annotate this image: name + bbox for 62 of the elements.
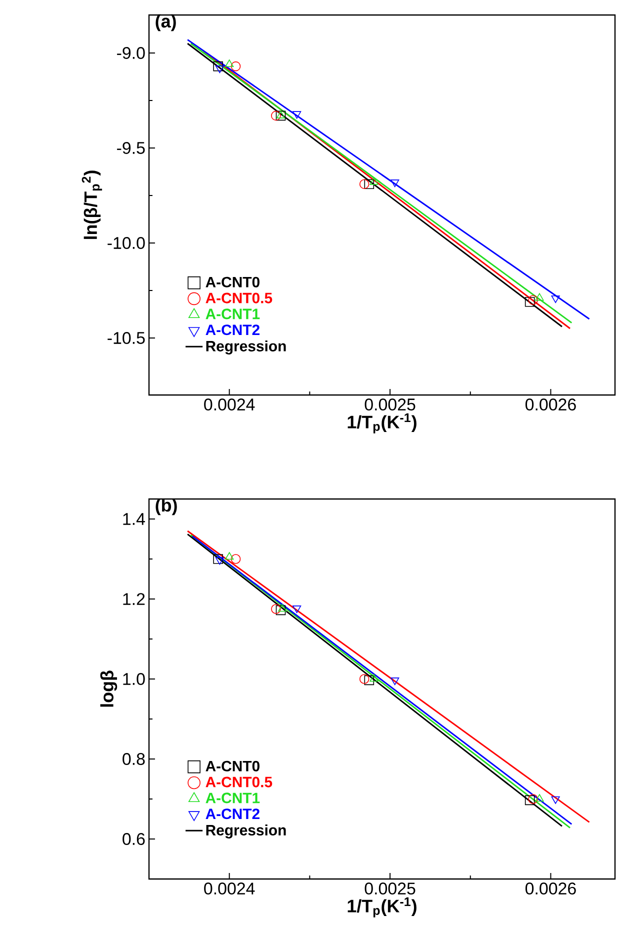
point — [225, 59, 234, 68]
x-tick-label: 0.0024 — [204, 882, 255, 895]
point — [528, 794, 538, 804]
y-tick-label: 1.2 — [123, 593, 145, 605]
x-tick-label: 0.0026 — [525, 398, 576, 411]
point — [213, 61, 223, 72]
point — [213, 554, 223, 564]
y-tick-label: 0.6 — [122, 833, 145, 845]
point — [364, 675, 374, 686]
point — [524, 296, 535, 307]
legend-label: A-CNT2 — [206, 808, 260, 820]
y-tick-label: 1.0 — [123, 673, 145, 686]
point — [528, 295, 538, 305]
point — [276, 110, 286, 121]
x-axis-title: 1/T$_{p}$(K$^{-1}$) — [348, 413, 416, 434]
point — [230, 61, 241, 72]
point — [215, 557, 224, 565]
point — [292, 606, 302, 614]
point — [551, 796, 560, 804]
point — [524, 795, 535, 806]
point — [271, 604, 281, 614]
point — [535, 293, 544, 301]
x-tick-label: 0.0025 — [364, 882, 416, 895]
legend-label: A-CNT0 — [206, 276, 260, 288]
point — [370, 674, 378, 682]
point — [390, 180, 400, 188]
point — [292, 111, 302, 119]
point — [225, 552, 234, 560]
point — [278, 604, 287, 612]
x-tick-label: 0.0025 — [364, 398, 416, 411]
chart-title: (a) — [156, 14, 176, 32]
x-tick-label: 0.0026 — [525, 882, 576, 895]
point — [276, 605, 286, 616]
y-axis-title: logβ — [100, 670, 118, 707]
x-tick-label: 0.0024 — [204, 398, 255, 411]
y-tick-label: -10.0 — [108, 236, 145, 249]
legend-label: A-CNT0.5 — [206, 292, 272, 304]
legend-label: Regression — [206, 340, 286, 354]
legend-label: A-CNT1 — [206, 792, 260, 804]
y-tick-label: 0.8 — [122, 753, 145, 766]
point — [535, 794, 544, 802]
legend-label: A-CNT2 — [206, 324, 260, 336]
point — [364, 179, 374, 189]
point — [271, 110, 281, 121]
legend-label: A-CNT1 — [206, 308, 260, 320]
y-tick-label: -9.0 — [117, 46, 145, 59]
point — [359, 674, 370, 684]
point — [276, 110, 286, 118]
point — [215, 66, 224, 74]
point — [359, 179, 370, 189]
y-tick-label: -10.5 — [108, 332, 145, 344]
point — [370, 177, 378, 185]
y-tick-label: -9.5 — [117, 142, 145, 154]
point — [551, 295, 560, 303]
point — [390, 678, 400, 686]
point — [230, 554, 241, 564]
y-axis-title: ln(β/T$_{p}$$^{2}$) — [82, 170, 102, 239]
x-axis-title: 1/T$_{p}$(K$^{-1}$) — [348, 897, 416, 918]
legend-label: A-CNT0 — [206, 760, 260, 772]
y-tick-label: 1.4 — [123, 513, 145, 525]
legend-label: A-CNT0.5 — [206, 776, 272, 788]
legend-label: Regression — [206, 824, 286, 838]
